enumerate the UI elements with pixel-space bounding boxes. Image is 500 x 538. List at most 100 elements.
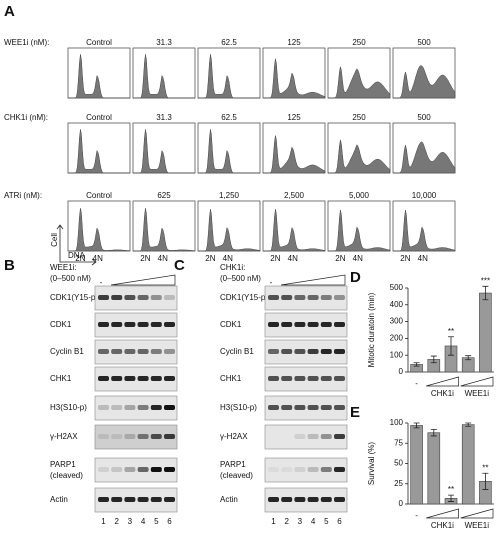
peak-label: 4N — [158, 254, 168, 263]
blot-band — [98, 497, 109, 502]
blot-band — [307, 376, 319, 381]
error-bar — [465, 355, 472, 361]
dose-wedge — [426, 376, 459, 387]
condition-label: 62.5 — [221, 38, 237, 47]
blot-band — [334, 434, 345, 439]
y-tick-label: 75 — [394, 438, 403, 447]
peak-label: 2N — [270, 254, 280, 263]
dna-histogram — [263, 135, 326, 174]
dna-histogram — [68, 54, 130, 99]
lane-number: 6 — [167, 517, 172, 526]
blot-band — [124, 467, 136, 472]
blot-strip — [264, 424, 348, 450]
peak-label: 4N — [223, 254, 233, 263]
peak-label: 4N — [418, 254, 428, 263]
group-label: - — [415, 511, 418, 520]
blot-band — [137, 467, 149, 472]
blot-label: CDK1 — [220, 320, 242, 329]
blot-label: CHK1 — [50, 374, 72, 383]
blot-band — [164, 467, 175, 472]
blot-strip — [264, 457, 348, 483]
blot-band — [164, 497, 175, 502]
condition-label: 125 — [287, 113, 301, 122]
lane-number: 2 — [284, 517, 289, 526]
dna-histogram — [263, 209, 326, 252]
blot-label: Actin — [50, 495, 68, 504]
condition-label: 250 — [352, 113, 366, 122]
blot-strip — [94, 457, 178, 483]
y-axis-title: Survival (%) — [367, 442, 376, 485]
peak-label: 4N — [93, 254, 103, 263]
blot-band — [124, 497, 136, 502]
blot-label: PARP1 — [220, 460, 246, 469]
dna-histogram — [133, 208, 196, 252]
blot-band — [137, 376, 149, 381]
dna-histogram — [133, 129, 195, 174]
error-bar — [413, 422, 420, 429]
dna-histogram — [68, 208, 131, 252]
dna-histogram — [133, 54, 195, 99]
lane-number: 5 — [154, 517, 159, 526]
blot-band — [307, 295, 319, 300]
y-tick-label: 25 — [394, 479, 403, 488]
axis-arrows — [56, 224, 97, 266]
row-label: WEE1i (nM): — [4, 38, 49, 47]
blot-label: CHK1 — [220, 374, 242, 383]
blot-band — [124, 434, 136, 439]
blot-band — [137, 405, 149, 410]
peak-label: 4N — [288, 254, 298, 263]
blot-band — [164, 349, 175, 354]
condition-label: Control — [86, 191, 112, 200]
blot-label: γ-H2AX — [50, 432, 78, 441]
blot-band — [164, 376, 175, 381]
blot-band — [124, 405, 136, 410]
panel-letter: D — [350, 269, 361, 286]
panel-letter: A — [4, 3, 15, 20]
blot-band — [150, 349, 162, 354]
significance: *** — [481, 276, 490, 285]
blot-band — [111, 497, 123, 502]
blot-band — [137, 322, 149, 327]
blot-band — [334, 467, 345, 472]
blot-band — [281, 467, 293, 472]
condition-label: 31.3 — [156, 38, 172, 47]
dna-histogram — [393, 65, 456, 99]
bar — [410, 425, 423, 505]
blot-band — [98, 434, 109, 439]
blot-band — [98, 376, 109, 381]
blot-band — [150, 434, 162, 439]
blot-band — [320, 322, 332, 327]
condition-label: Control — [86, 38, 112, 47]
peak-label: 2N — [205, 254, 215, 263]
condition-label: 250 — [352, 38, 366, 47]
blot-label: Cyclin B1 — [220, 347, 254, 356]
blot-label: CDK1 — [50, 320, 72, 329]
blot-band — [268, 295, 279, 300]
blot-band — [307, 349, 319, 354]
blot-band — [307, 322, 319, 327]
y-tick-label: 100 — [390, 350, 404, 359]
blot-band — [320, 349, 332, 354]
blot-band — [150, 322, 162, 327]
condition-label: 62.5 — [221, 113, 237, 122]
y-tick-label: 0 — [399, 499, 404, 508]
condition-label: 5,000 — [349, 191, 370, 200]
blot-band — [164, 295, 175, 300]
blot-band — [320, 497, 332, 502]
blot-label: H3(S10-p) — [220, 403, 257, 412]
error-bar — [448, 494, 454, 502]
peak-label: 2N — [75, 254, 85, 263]
lane-number: 5 — [324, 517, 329, 526]
dna-histogram — [198, 54, 260, 99]
dna-histogram — [68, 129, 130, 174]
bar — [461, 424, 475, 505]
group-label: CHK1i — [431, 389, 454, 398]
blot-band — [294, 376, 306, 381]
blot-band — [268, 497, 279, 502]
blot-band — [294, 434, 306, 439]
blot-label: CDK1(Y15-p) — [220, 293, 268, 302]
blot-strip — [264, 339, 348, 365]
blot-band — [294, 497, 306, 502]
blot-label: Actin — [220, 495, 238, 504]
error-bar — [465, 422, 472, 427]
